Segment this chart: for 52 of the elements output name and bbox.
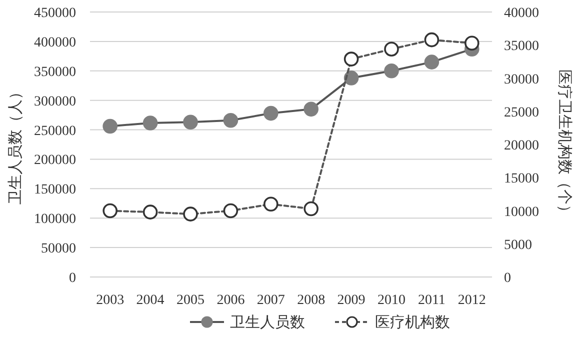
point [344, 52, 359, 66]
y2-tick-label: 0 [504, 271, 511, 286]
y-tick-label: 350000 [34, 64, 76, 80]
point [384, 63, 399, 78]
point [264, 106, 278, 121]
point [142, 204, 158, 220]
x-tick-label: 2004 [136, 293, 164, 308]
point [102, 203, 118, 218]
point [183, 114, 198, 130]
y-tick-label: 100000 [34, 212, 76, 228]
y2-tick-label: 25000 [504, 105, 539, 120]
x-tick-label: 2009 [337, 293, 366, 308]
y-tick-label: 0 [69, 271, 76, 286]
y-tick-label: 250000 [34, 124, 76, 139]
y2-tick-label: 5000 [504, 238, 532, 253]
point [142, 116, 158, 130]
y2-tick-label: 15000 [504, 172, 539, 187]
y-axis-title: 卫生人员数（人） [7, 84, 24, 204]
x-tick-label: 2005 [176, 293, 204, 308]
y-tick-label: 150000 [34, 182, 76, 198]
y2-tick-label: 40000 [504, 6, 539, 21]
y2-axis-title: 医疗卫生机构数（个） [556, 70, 573, 220]
x-tick-label: 2008 [297, 293, 326, 308]
x-tick-label: 2010 [378, 293, 406, 308]
y2-tick-label: 35000 [504, 39, 539, 54]
point [464, 36, 480, 51]
point [344, 70, 359, 86]
legend-label: 医疗机构数 [375, 314, 450, 331]
point [223, 203, 238, 218]
y-tick-label: 200000 [34, 153, 76, 168]
point [384, 42, 399, 56]
legend-label: 卫生人员数 [230, 314, 305, 331]
x-tick-label: 2012 [458, 293, 486, 308]
y-tick-label: 50000 [41, 242, 76, 257]
x-tick-label: 2006 [216, 293, 245, 308]
y2-tick-label: 20000 [504, 138, 539, 154]
point [424, 54, 440, 70]
y-tick-label: 400000 [34, 35, 76, 50]
point [183, 206, 198, 222]
x-tick-label: 2011 [418, 293, 446, 308]
point [304, 102, 318, 117]
point [424, 32, 440, 48]
x-tick-label: 2007 [256, 293, 285, 308]
point [264, 196, 278, 212]
point [304, 201, 318, 216]
point [223, 112, 238, 128]
y2-tick-label: 30000 [504, 72, 539, 88]
y-tick-label: 450000 [34, 6, 76, 21]
point [102, 118, 118, 134]
y2-tick-label: 10000 [504, 204, 539, 220]
y-tick-label: 300000 [34, 94, 76, 110]
x-tick-label: 2003 [96, 293, 124, 308]
